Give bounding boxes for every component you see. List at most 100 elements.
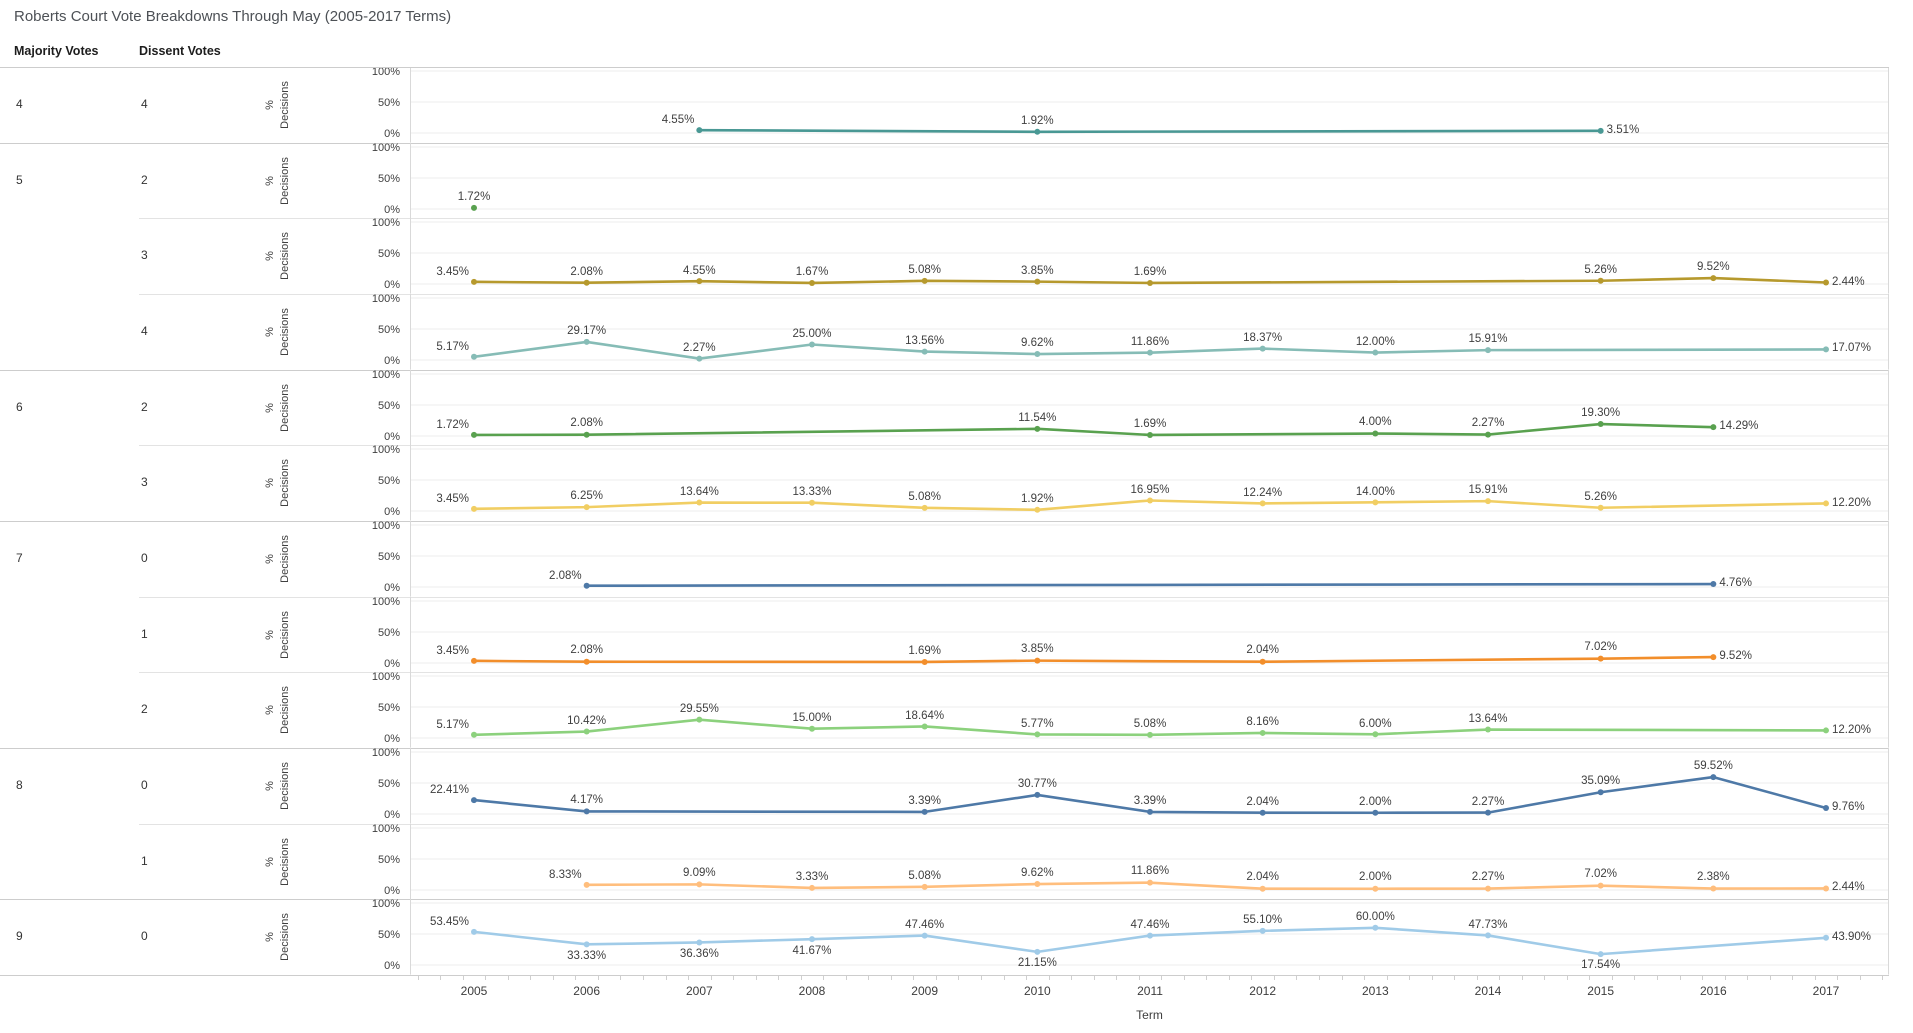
point-mark[interactable] [1372,430,1379,437]
point-mark[interactable] [1147,497,1154,504]
line-mark[interactable] [585,881,1828,890]
point-mark[interactable] [1485,431,1492,438]
point-mark[interactable] [583,808,590,815]
line-mark[interactable] [585,582,1715,588]
point-mark[interactable] [1147,879,1154,886]
point-mark[interactable] [1372,499,1379,506]
point-mark[interactable] [1372,925,1379,932]
point-mark[interactable] [1372,349,1379,356]
point-mark[interactable] [921,808,928,815]
point-mark[interactable] [1597,278,1604,285]
point-mark[interactable] [1823,727,1830,734]
line-mark[interactable] [698,128,1602,134]
line-mark[interactable] [472,277,1828,285]
point-mark[interactable] [583,941,590,948]
point-mark[interactable] [1823,935,1830,942]
point-mark[interactable] [1710,423,1717,430]
point-mark[interactable] [583,881,590,888]
point-mark[interactable] [1034,425,1041,432]
point-mark[interactable] [1034,731,1041,738]
point-mark[interactable] [1597,951,1604,958]
point-mark[interactable] [696,881,703,888]
point-mark[interactable] [809,500,816,507]
point-mark[interactable] [1259,500,1266,507]
point-mark[interactable] [1034,880,1041,887]
point-mark[interactable] [1485,885,1492,892]
point-mark[interactable] [583,658,590,665]
point-mark[interactable] [921,505,928,512]
point-mark[interactable] [1710,275,1717,282]
line-mark[interactable] [472,655,1715,663]
point-mark[interactable] [1147,349,1154,356]
point-mark[interactable] [921,348,928,355]
point-mark[interactable] [1597,789,1604,796]
point-mark[interactable] [471,204,477,211]
point-mark[interactable] [1372,885,1379,892]
point-mark[interactable] [1823,346,1830,353]
point-mark[interactable] [1597,127,1604,134]
point-mark[interactable] [1485,498,1492,505]
point-mark[interactable] [696,499,703,506]
point-mark[interactable] [1823,804,1830,811]
point-mark[interactable] [583,431,590,438]
point-mark[interactable] [1259,658,1266,665]
point-mark[interactable] [1034,278,1041,285]
point-mark[interactable] [1147,280,1154,287]
point-mark[interactable] [471,657,477,664]
line-mark[interactable] [472,422,1715,436]
point-mark[interactable] [1710,581,1717,588]
point-mark[interactable] [921,883,928,890]
point-mark[interactable] [471,732,477,739]
point-mark[interactable] [1597,882,1604,889]
point-mark[interactable] [1597,505,1604,512]
point-mark[interactable] [809,341,816,348]
point-mark[interactable] [1034,507,1041,514]
point-mark[interactable] [1823,279,1830,286]
point-mark[interactable] [1597,655,1604,662]
point-mark[interactable] [1147,732,1154,739]
point-mark[interactable] [921,278,928,285]
point-mark[interactable] [809,726,816,733]
point-mark[interactable] [1034,949,1041,956]
point-mark[interactable] [809,936,816,943]
point-mark[interactable] [1259,885,1266,892]
point-mark[interactable] [921,658,928,665]
point-mark[interactable] [1259,730,1266,737]
point-mark[interactable] [696,939,703,946]
point-mark[interactable] [583,504,590,511]
point-mark[interactable] [921,723,928,730]
point-mark[interactable] [1372,809,1379,816]
point-mark[interactable] [809,884,816,891]
point-mark[interactable] [1034,791,1041,798]
point-mark[interactable] [696,127,703,134]
line-mark[interactable] [472,926,1828,956]
point-mark[interactable] [1034,351,1041,358]
point-mark[interactable] [1710,653,1717,660]
point-mark[interactable] [1485,932,1492,939]
point-mark[interactable] [1823,500,1830,507]
point-mark[interactable] [471,797,477,804]
point-mark[interactable] [1259,345,1266,352]
point-mark[interactable] [471,431,477,438]
line-mark[interactable] [472,499,1828,512]
point-mark[interactable] [1259,928,1266,935]
point-mark[interactable] [1147,932,1154,939]
point-mark[interactable] [1710,774,1717,781]
point-mark[interactable] [1597,420,1604,427]
point-mark[interactable] [809,280,816,287]
point-mark[interactable] [471,929,477,936]
point-mark[interactable] [583,338,590,345]
point-mark[interactable] [1485,347,1492,354]
point-mark[interactable] [583,280,590,287]
point-mark[interactable] [1823,885,1830,892]
point-mark[interactable] [471,353,477,360]
point-mark[interactable] [1147,808,1154,815]
point-mark[interactable] [696,355,703,362]
point-mark[interactable] [1034,128,1041,135]
point-mark[interactable] [1372,731,1379,738]
point-mark[interactable] [696,278,703,285]
point-mark[interactable] [583,582,590,589]
point-mark[interactable] [696,717,703,724]
point-mark[interactable] [1147,431,1154,438]
point-mark[interactable] [1034,657,1041,664]
